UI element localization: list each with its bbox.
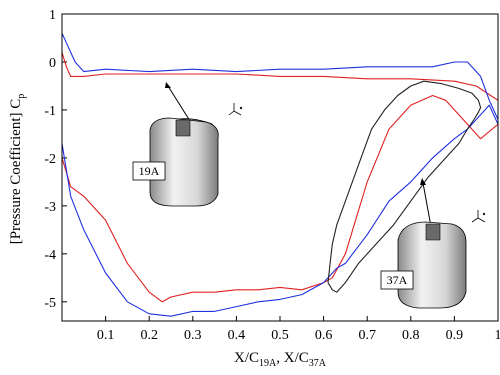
series-line-black-4: [327, 80, 482, 293]
x-tick-label: 0.1: [97, 328, 115, 343]
y-tick-label: -4: [44, 248, 56, 263]
y-tick-label: -1: [44, 104, 56, 119]
duct-37a-pointer-arrowhead: [420, 178, 426, 185]
duct-37a-slot: [425, 223, 441, 241]
duct-19a-pointer-arrowhead: [165, 82, 171, 88]
series-layer: [62, 32, 498, 317]
x-tick-label: 0.3: [184, 328, 202, 343]
y-tick-label: -3: [44, 200, 56, 215]
duct-37a-illustration: 37A: [380, 178, 486, 309]
x-tick-label: 0.5: [271, 328, 289, 343]
duct-19a-label: 19A: [139, 164, 160, 178]
y-tick-label: -2: [44, 152, 56, 167]
x-axis-title-sub1: 19A: [259, 358, 277, 369]
series-line-red-1: [62, 94, 498, 303]
duct-37a-label-box: [380, 270, 414, 290]
x-axis-title: X/C19A, X/C37A: [234, 350, 327, 369]
y-axis-title-sub: p: [16, 94, 27, 99]
y-axis-title: [Pressure Coefficient] Cp: [8, 94, 27, 245]
x-tick-label: 0.8: [402, 328, 420, 343]
ticks-layer: 0.1 0.2 0.3 0.4 0.5 0.6 0.7 0.8 0.9 1 1 0 -1 -2 -3 -4 -5: [44, 8, 500, 343]
x-tick-label: 0.7: [358, 328, 376, 343]
y-tick-label: -5: [44, 296, 56, 311]
series-line-red-0: [62, 52, 498, 101]
x-tick-label: 0.2: [140, 328, 158, 343]
y-tick-label: 0: [49, 56, 56, 71]
y-axis-title-main: [Pressure Coefficient] C: [8, 99, 24, 245]
x-tick-label: 0.6: [315, 328, 333, 343]
x-axis-title-sep: , X/C: [276, 350, 309, 366]
duct-19a-pointer: [167, 85, 191, 122]
duct-37a-ring-body: [397, 221, 467, 309]
x-axis-title-sub2: 37A: [309, 358, 327, 369]
series-line-blue-2: [62, 32, 498, 120]
x-tick-label: 0.9: [446, 328, 464, 343]
x-axis-title-main: X/C: [234, 350, 259, 366]
axis-triad-icon: [228, 103, 243, 116]
duct-19a-ring-body: [149, 117, 219, 207]
series-line-blue-3: [62, 104, 498, 317]
x-tick-label: 1: [495, 328, 500, 343]
axis-triad-icon-2: [471, 210, 486, 223]
duct-19a-illustration: 19A: [132, 82, 243, 207]
y-tick-label: 1: [49, 8, 56, 23]
plot-frame: [61, 13, 499, 322]
duct-37a-label: 37A: [387, 273, 408, 287]
x-tick-label: 0.4: [228, 328, 246, 343]
duct-19a-label-box: [132, 161, 166, 181]
duct-19a-slot: [175, 119, 191, 137]
